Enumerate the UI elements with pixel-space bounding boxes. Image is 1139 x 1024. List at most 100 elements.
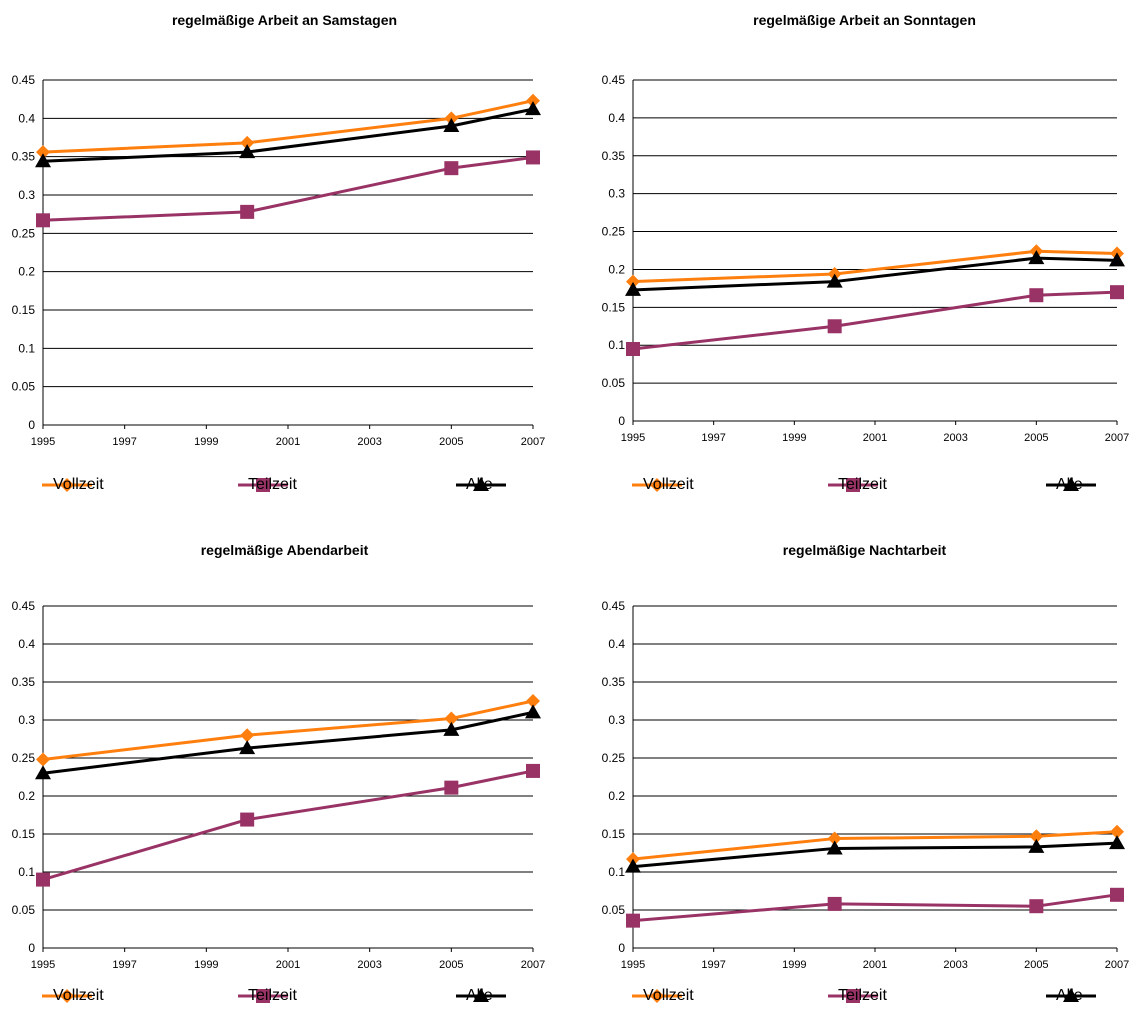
legend-marker-vollzeit (60, 478, 74, 492)
data-point-teilzeit (240, 812, 255, 827)
y-tick-label: 0.05 (12, 903, 36, 917)
legend-label: Teilzeit (248, 476, 297, 493)
data-point-teilzeit (444, 780, 459, 795)
legend-swatch (828, 478, 878, 492)
legend-marker-alle (473, 477, 489, 491)
series-line-teilzeit (42, 769, 534, 882)
legend-item-teilzeit: Teilzeit (828, 474, 942, 496)
legend-swatch (632, 989, 682, 1003)
legend-swatch (238, 989, 288, 1003)
y-tick-label: 0.2 (18, 789, 35, 803)
legend-swatch (828, 989, 878, 1003)
y-tick-label: 0.1 (608, 338, 625, 352)
x-tick-label: 2003 (943, 959, 967, 971)
y-tick-label: 0 (618, 941, 625, 955)
y-tick-label: 0.45 (12, 73, 36, 87)
data-point-teilzeit (36, 872, 50, 887)
y-tick-label: 0.2 (608, 789, 625, 803)
series-line-alle (42, 710, 534, 775)
legend-label: Teilzeit (248, 987, 297, 1004)
legend-label: Alle (466, 476, 493, 493)
chart-title: regelmäßige Arbeit an Sonntagen (753, 12, 976, 28)
legend-label: Alle (1056, 476, 1083, 493)
chart-sonntage: regelmäßige Arbeit an Sonntagen 0 0.05 0.1… (590, 0, 1139, 512)
legend-marker-teilzeit (846, 989, 860, 1003)
y-tick-label: 0.35 (12, 150, 36, 164)
data-point-teilzeit (444, 161, 459, 176)
data-point-teilzeit (526, 763, 540, 778)
data-point-teilzeit (1110, 887, 1124, 902)
y-tick-label: 0.05 (602, 376, 626, 390)
data-point-alle (625, 858, 641, 873)
legend-item-teilzeit: Teilzeit (828, 985, 942, 1007)
data-point-vollzeit (444, 711, 459, 726)
x-tick-label: 2003 (357, 436, 381, 448)
legend-item-vollzeit: Vollzeit (632, 474, 747, 496)
x-tick-label: 2005 (1024, 959, 1048, 971)
data-point-alle (1109, 252, 1125, 267)
data-point-alle (826, 840, 843, 855)
y-tick-label: 0.1 (608, 865, 625, 879)
y-tick-label: 0.4 (608, 111, 625, 125)
x-tick-label: 2007 (1105, 432, 1129, 444)
legend-label: Alle (1056, 987, 1083, 1004)
y-tick-label: 0.25 (12, 751, 36, 765)
plot-area: 0 0.05 0.1 0.15 0.2 0.25 0.3 0.35 0.4 0.45 1995 199… (12, 73, 546, 448)
y-tick-label: 0.3 (18, 188, 35, 202)
y-tick-label: 0.45 (12, 599, 36, 613)
x-tick-label: 2005 (439, 436, 463, 448)
y-tick-label: 0.3 (18, 713, 35, 727)
legend-item-vollzeit: Vollzeit (42, 474, 157, 496)
x-tick-label: 2007 (521, 436, 545, 448)
legend-label: Teilzeit (838, 987, 887, 1004)
plot-area: 0 0.05 0.1 0.15 0.2 0.25 0.3 0.35 0.4 0.45 1995 199… (12, 599, 546, 971)
legend: Vollzeit Teilzeit Alle (0, 985, 569, 1009)
data-point-vollzeit (1110, 824, 1124, 839)
x-tick-label: 2003 (357, 959, 381, 971)
legend-item-teilzeit: Teilzeit (238, 985, 352, 1007)
data-point-teilzeit (526, 150, 540, 165)
legend-swatch (1046, 477, 1096, 491)
y-tick-label: 0.1 (18, 865, 35, 879)
data-point-teilzeit (36, 213, 50, 228)
x-tick-label: 1997 (701, 959, 725, 971)
data-point-vollzeit (526, 93, 540, 108)
x-tick-label: 2003 (943, 432, 967, 444)
y-tick-label: 0.25 (602, 225, 626, 239)
series-line-teilzeit (42, 155, 534, 222)
data-point-teilzeit (1110, 285, 1124, 300)
x-tick-label: 1995 (31, 959, 55, 971)
y-tick-label: 0 (618, 414, 625, 428)
data-point-vollzeit (240, 135, 255, 150)
data-point-teilzeit (626, 342, 640, 357)
series-line-teilzeit (632, 893, 1118, 923)
legend-item-alle: Alle (456, 474, 570, 496)
y-tick-label: 0.35 (12, 675, 36, 689)
legend-item-alle: Alle (1046, 985, 1139, 1007)
data-point-alle (239, 144, 256, 159)
x-tick-label: 2001 (863, 959, 887, 971)
legend-label: Alle (466, 987, 493, 1004)
y-tick-label: 0.1 (18, 341, 35, 355)
chart-abendarbeit: regelmäßige Abendarbeit 0 0.05 0.1 0.15 0.2 0… (0, 530, 569, 1024)
y-tick-label: 0.05 (12, 380, 36, 394)
chart-samstage: regelmäßige Arbeit an Samstagen 0 0.05 0.1… (0, 0, 569, 512)
data-point-vollzeit (626, 274, 640, 289)
data-point-alle (35, 765, 51, 780)
data-point-alle (443, 721, 460, 736)
series-line-teilzeit (632, 290, 1118, 351)
legend-marker-teilzeit (256, 989, 270, 1003)
y-tick-label: 0.05 (602, 903, 626, 917)
legend-marker-vollzeit (650, 989, 664, 1003)
plot-area: 0 0.05 0.1 0.15 0.2 0.25 0.3 0.35 0.4 0.45 1995 199… (602, 599, 1130, 971)
legend-marker-vollzeit (650, 478, 664, 492)
x-tick-label: 1995 (31, 436, 55, 448)
x-tick-label: 2001 (863, 432, 887, 444)
y-tick-label: 0.15 (12, 303, 36, 317)
data-point-alle (1109, 835, 1125, 850)
data-point-teilzeit (626, 913, 640, 928)
series-line-alle (42, 107, 534, 163)
legend: Vollzeit Teilzeit Alle (0, 474, 569, 498)
legend-marker-vollzeit (60, 989, 74, 1003)
data-point-alle (443, 118, 460, 132)
